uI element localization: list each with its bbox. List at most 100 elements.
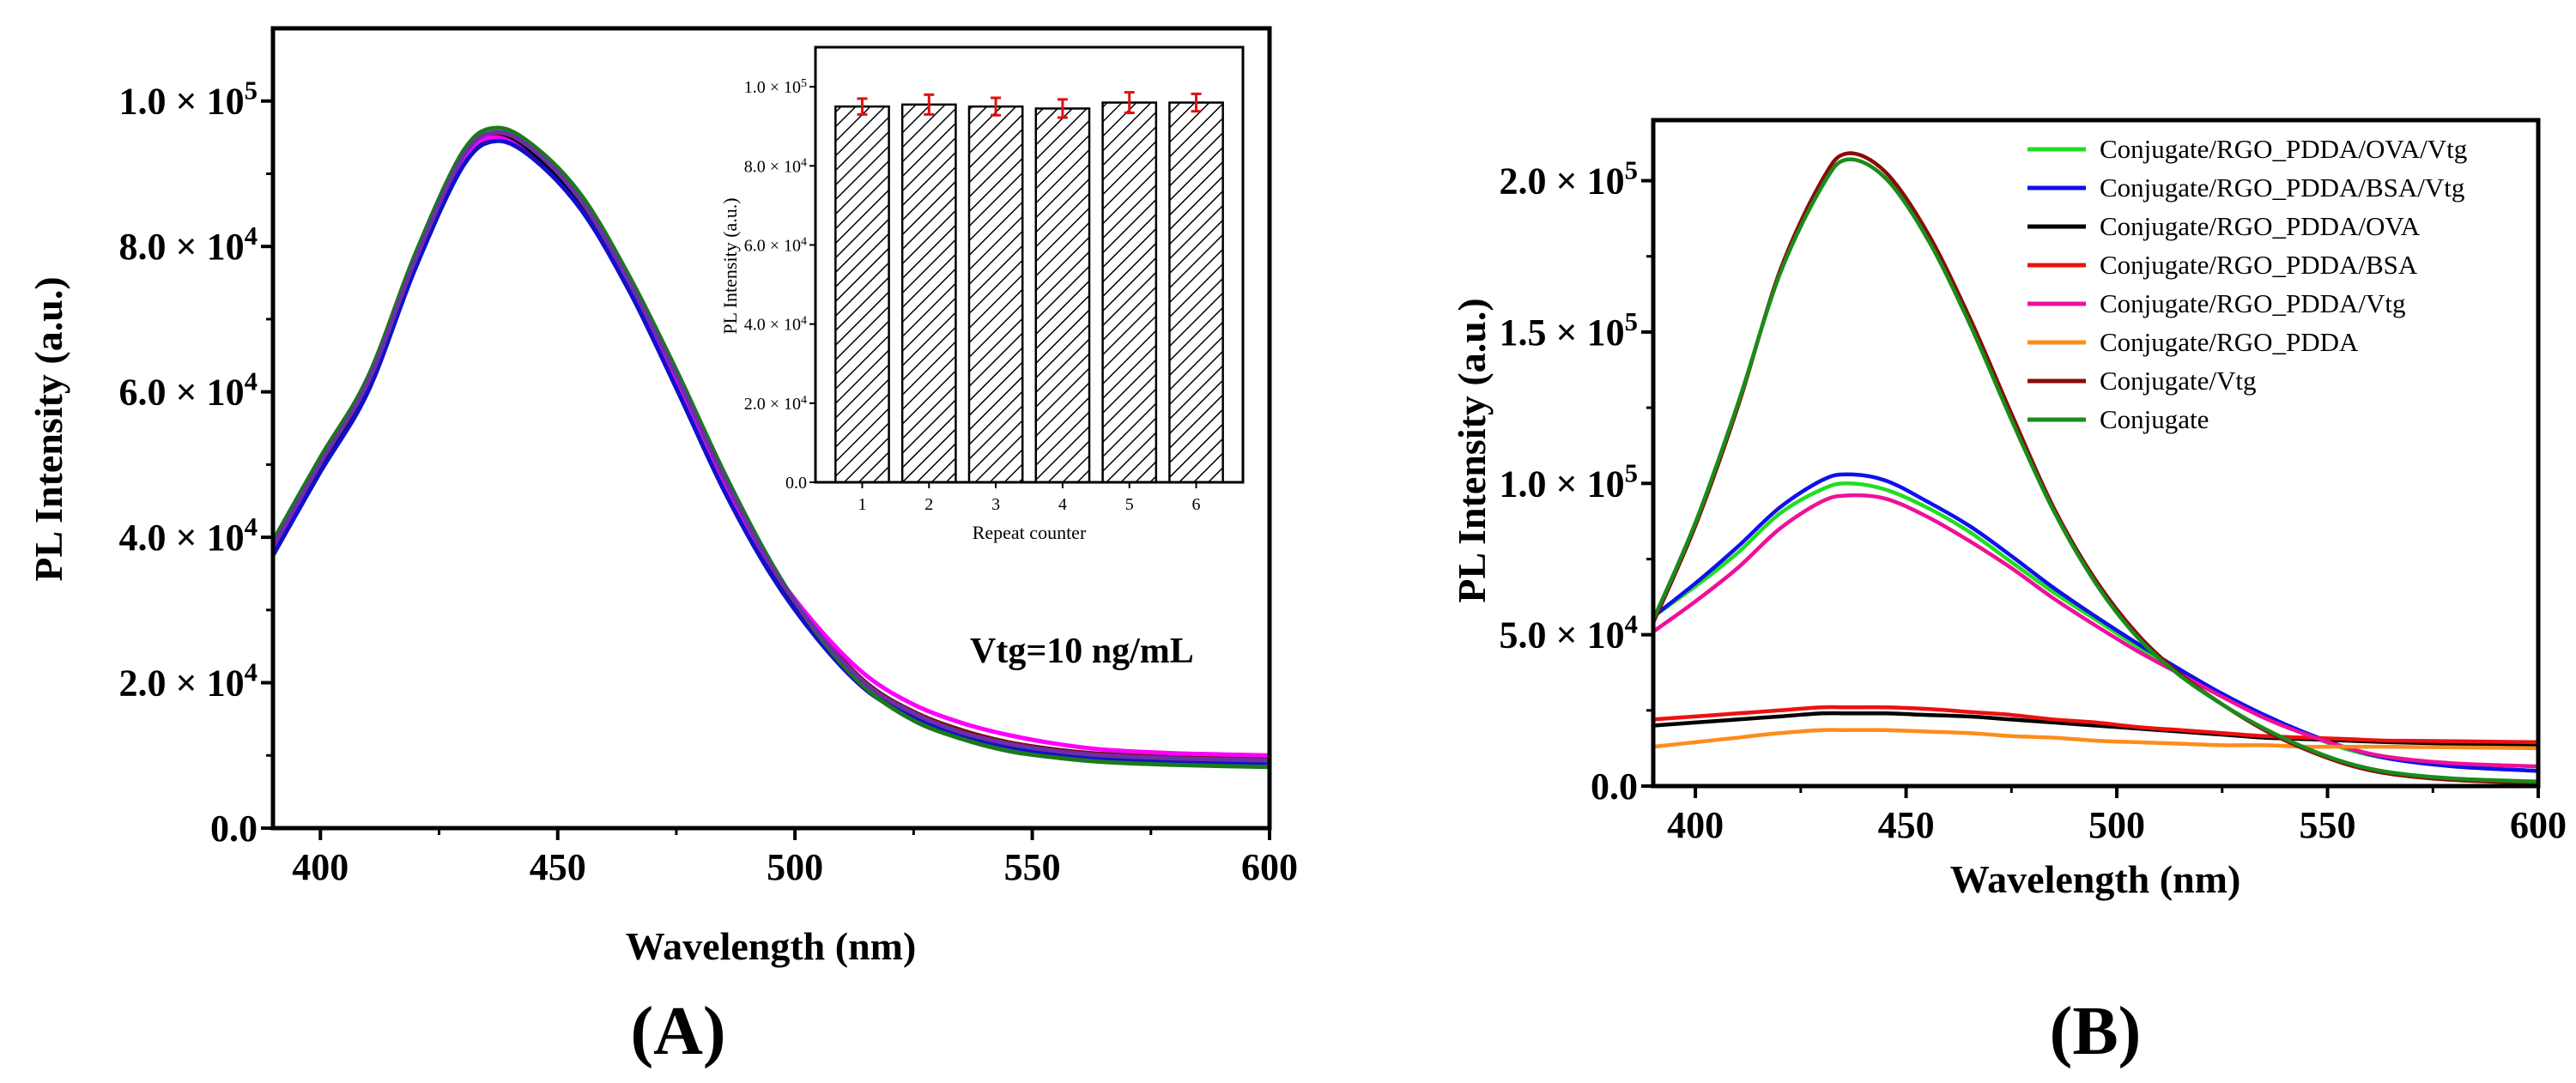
- panel-a-ytick-label-mantissa: 6.0 × 10: [119, 372, 245, 414]
- panel-b-ytick-label-exponent: 5: [1625, 307, 1638, 336]
- inset-ytick-label-mantissa: 6.0 × 10: [744, 236, 801, 255]
- panel-b-ylabel: PL Intensity (a.u.): [1450, 298, 1494, 602]
- panel-a-series-line-4: [273, 138, 1270, 765]
- panel-a-xtick-label: 500: [767, 846, 823, 888]
- inset-ytick-label-mantissa: 1.0 × 10: [744, 78, 801, 97]
- panel-b-ytick-label: 1.0 × 105: [1500, 458, 1638, 505]
- panel-b-ytick-label-mantissa: 5.0 × 10: [1500, 614, 1625, 656]
- legend-label-8: Conjugate: [2100, 404, 2209, 434]
- panel-b-ytick-label-mantissa: 1.5 × 10: [1500, 312, 1625, 354]
- panel-a-ytick-label: 0.0: [210, 808, 258, 850]
- inset-xtick-label: 4: [1058, 495, 1067, 514]
- panel-a-plot-frame: [270, 26, 1272, 831]
- panel-a-xtick-label: 550: [1004, 846, 1061, 888]
- panel-a-ytick-label-mantissa: 0.0: [210, 808, 258, 850]
- inset-bars-group: [834, 91, 1224, 484]
- inset-bar: [900, 103, 957, 484]
- panel-b-series-line-6: [1653, 728, 2538, 751]
- inset-ytick-label-exponent: 4: [801, 314, 807, 327]
- panel-a-label: (A): [630, 994, 725, 1069]
- panel-a-ytick-label-mantissa: 4.0 × 10: [119, 517, 245, 559]
- inset-xtick-label: 5: [1125, 495, 1134, 514]
- panel-a-ytick-label-exponent: 4: [245, 221, 258, 251]
- inset-xtick-label: 1: [858, 495, 866, 514]
- legend-label-1: Conjugate/RGO_PDDA/OVA/Vtg: [2100, 134, 2467, 164]
- legend-label-2: Conjugate/RGO_PDDA/BSA/Vtg: [2100, 172, 2464, 203]
- panel-a-ytick-label-mantissa: 2.0 × 10: [119, 663, 245, 705]
- inset-ytick-label: 1.0 × 105: [744, 77, 807, 98]
- inset-ytick-label: 8.0 × 104: [744, 156, 807, 177]
- panel-a-annotation: Vtg=10 ng/mL: [970, 632, 1194, 671]
- panel-a-ytick-label-mantissa: 8.0 × 10: [119, 226, 245, 268]
- panel-a-ytick-label-exponent: 4: [245, 512, 258, 542]
- panel-a-ytick-label: 6.0 × 104: [119, 367, 258, 414]
- panel-b-ytick-label: 2.0 × 105: [1500, 156, 1638, 203]
- panel-b-series-line-4: [1653, 705, 2538, 745]
- panel-a-ytick-label: 8.0 × 104: [119, 221, 258, 268]
- panel-b-ytick-label-exponent: 5: [1625, 458, 1638, 487]
- panel-a-ytick-label-exponent: 4: [245, 367, 258, 396]
- panel-a-ytick-label: 1.0 × 105: [119, 76, 258, 123]
- panel-b-series-group: [1653, 151, 2538, 785]
- panel-a-ylabel: PL Intensity (a.u.): [27, 276, 70, 581]
- inset-ytick-label: 2.0 × 104: [744, 393, 807, 414]
- legend-label-4: Conjugate/RGO_PDDA/BSA: [2100, 250, 2418, 280]
- inset-ytick-label-mantissa: 8.0 × 10: [744, 157, 801, 176]
- panel-a-ytick-label-mantissa: 1.0 × 10: [119, 81, 245, 123]
- panel-b-xtick-label: 450: [1878, 804, 1935, 846]
- inset-plot-frame: [814, 45, 1245, 484]
- inset-bar: [967, 105, 1024, 484]
- inset-xtick-label: 2: [924, 495, 933, 514]
- panel-b-series-line-7: [1653, 151, 2538, 785]
- panel-b-legend: Conjugate/RGO_PDDA/OVA/Vtg Conjugate/RGO_…: [2027, 134, 2467, 434]
- panel-b-ytick-label-mantissa: 2.0 × 10: [1500, 160, 1625, 203]
- inset-ytick-label-exponent: 4: [801, 156, 807, 169]
- inset-xlabel: Repeat counter: [973, 522, 1087, 543]
- panel-a-ytick-label-exponent: 5: [245, 76, 258, 106]
- inset-bar: [834, 105, 890, 484]
- panel-a-ytick-label: 2.0 × 104: [119, 658, 258, 705]
- panel-b-ytick-label-mantissa: 0.0: [1591, 765, 1638, 808]
- panel-b-xtick-label: 600: [2510, 804, 2567, 846]
- inset-xtick-label: 6: [1192, 495, 1201, 514]
- panel-b-xtick-label: 400: [1667, 804, 1724, 846]
- inset-ytick-label: 6.0 × 104: [744, 235, 807, 256]
- panel-a-xtick-label: 600: [1241, 846, 1298, 888]
- panel-a-ytick-label: 4.0 × 104: [119, 512, 258, 559]
- panel-b-ytick-label: 1.5 × 105: [1500, 307, 1638, 354]
- legend-label-3: Conjugate/RGO_PDDA/OVA: [2100, 211, 2421, 241]
- panel-b-ytick-label: 5.0 × 104: [1500, 610, 1638, 656]
- inset-ytick-label-mantissa: 4.0 × 10: [744, 316, 801, 335]
- legend-label-6: Conjugate/RGO_PDDA: [2100, 327, 2359, 357]
- panel-b-label: (B): [2050, 994, 2142, 1069]
- inset-ytick-label: 4.0 × 104: [744, 314, 807, 335]
- panel-b-series-line-8: [1653, 157, 2538, 784]
- panel-b-plot-frame: [1651, 118, 2541, 789]
- inset-ylabel: PL Intensity (a.u.): [719, 197, 741, 334]
- inset-ytick-label-mantissa: 2.0 × 10: [744, 395, 801, 414]
- legend-label-5: Conjugate/RGO_PDDA/Vtg: [2100, 288, 2406, 318]
- panel-b-xtick-label: 550: [2300, 804, 2356, 846]
- panel-a-xtick-label: 400: [292, 846, 349, 888]
- inset-bar: [1101, 101, 1158, 484]
- inset-xtick-label: 3: [991, 495, 1000, 514]
- panel-a-xlabel: Wavelength (nm): [626, 924, 917, 968]
- panel-b-ytick-label-exponent: 4: [1625, 610, 1638, 639]
- panel-b-ytick-label: 0.0: [1591, 765, 1638, 808]
- inset-ytick-label-exponent: 5: [801, 77, 807, 90]
- inset-ytick-label: 0.0: [785, 474, 807, 493]
- legend-label-7: Conjugate/Vtg: [2100, 366, 2257, 396]
- panel-a-xtick-label: 450: [530, 846, 586, 888]
- inset-bar: [1168, 101, 1224, 484]
- panel-b-ytick-label-mantissa: 1.0 × 10: [1500, 463, 1625, 505]
- inset-ytick-label-exponent: 4: [801, 393, 807, 406]
- inset-bar: [1034, 107, 1091, 484]
- panel-b-ytick-label-exponent: 5: [1625, 156, 1638, 185]
- panel-b-xtick-label: 500: [2088, 804, 2145, 846]
